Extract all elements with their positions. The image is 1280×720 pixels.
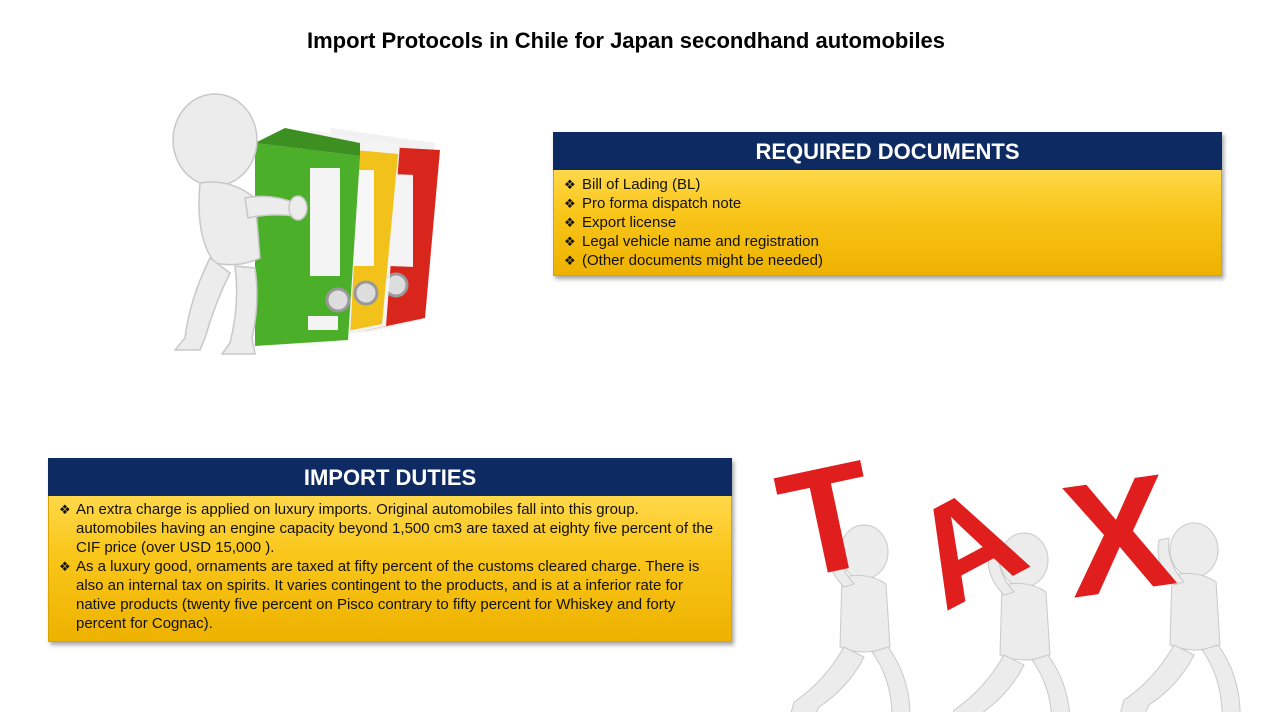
diamond-bullet-icon: ❖ bbox=[564, 253, 576, 268]
diamond-bullet-icon: ❖ bbox=[59, 559, 71, 574]
list-item: ❖ As a luxury good, ornaments are taxed a… bbox=[59, 558, 700, 632]
list-item: ❖ (Other documents might be needed) bbox=[564, 252, 823, 269]
required-documents-heading: REQUIRED DOCUMENTS bbox=[553, 132, 1222, 170]
binders-illustration bbox=[172, 93, 440, 355]
tax-figure-x: X bbox=[1053, 440, 1243, 712]
diamond-bullet-icon: ❖ bbox=[564, 177, 576, 192]
import-duties-list: ❖ An extra charge is applied on luxury im… bbox=[49, 500, 717, 633]
tax-illustration: T A X bbox=[764, 440, 1254, 712]
list-item: ❖ Pro forma dispatch note bbox=[564, 195, 742, 212]
import-duties-panel: IMPORT DUTIES ❖ An extra charge is applie… bbox=[48, 458, 732, 642]
required-documents-list: ❖ Bill of Lading (BL) ❖ Pro forma dispatch… bbox=[554, 172, 1221, 270]
list-item: ❖ Bill of Lading (BL) bbox=[564, 176, 701, 193]
required-documents-panel: REQUIRED DOCUMENTS ❖ Bill of Lading (BL) … bbox=[553, 132, 1222, 276]
page-title: Import Protocols in Chile for Japan seco… bbox=[306, 28, 946, 53]
tax-letter-x: X bbox=[1053, 440, 1184, 631]
diamond-bullet-icon: ❖ bbox=[564, 234, 576, 249]
diamond-bullet-icon: ❖ bbox=[59, 502, 71, 517]
import-duties-heading: IMPORT DUTIES bbox=[48, 458, 732, 496]
white-figure bbox=[172, 93, 308, 355]
green-binder bbox=[255, 128, 360, 346]
required-documents-body: ❖ Bill of Lading (BL) ❖ Pro forma dispatch… bbox=[553, 170, 1222, 276]
import-duties-body: ❖ An extra charge is applied on luxury im… bbox=[48, 496, 732, 642]
list-item: ❖ An extra charge is applied on luxury im… bbox=[59, 501, 714, 556]
list-item: ❖ Legal vehicle name and registration bbox=[564, 233, 819, 250]
diamond-bullet-icon: ❖ bbox=[564, 196, 576, 211]
list-item: ❖ Export license bbox=[564, 214, 677, 231]
diamond-bullet-icon: ❖ bbox=[564, 215, 576, 230]
